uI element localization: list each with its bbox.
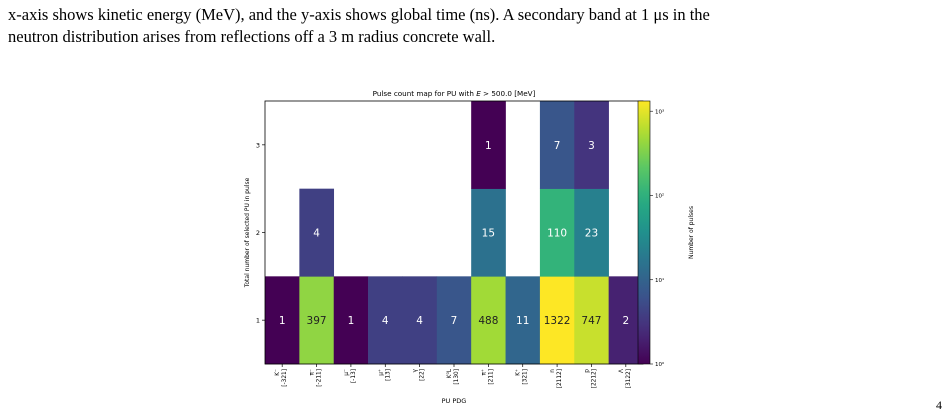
x-tick-symbol: π⁺	[480, 369, 487, 376]
cell-value-label: 4	[416, 315, 423, 327]
cell-value-label: 2	[622, 315, 629, 327]
heatmap-cell	[436, 276, 472, 365]
cell-value-label: 23	[585, 228, 598, 240]
colorbar-tick-label: 10¹	[655, 277, 664, 284]
x-tick-symbol: π⁻	[310, 369, 316, 376]
y-tick-label: 1	[256, 317, 260, 325]
heatmap-cell	[299, 276, 335, 365]
heatmap-cell	[539, 101, 575, 189]
cell-value-label: 110	[547, 228, 567, 240]
page-number: 4	[936, 398, 942, 412]
x-tick-code: [-13]	[351, 369, 357, 383]
x-tick-code: [211]	[488, 369, 494, 385]
x-tick-code: [22]	[420, 369, 426, 381]
cell-value-label: 7	[554, 140, 561, 152]
cell-value-label: 747	[581, 315, 601, 327]
x-tick-symbol: γ	[413, 368, 419, 372]
colorbar-label: Number of pulses	[688, 206, 695, 259]
pulse-count-heatmap: Pulse count map for PU with E > 500.0 [M…	[244, 89, 695, 405]
x-tick-code: [-211]	[317, 369, 323, 387]
heatmap-cell	[368, 276, 403, 365]
y-axis-label: Total number of selected PU in pulse	[244, 177, 251, 288]
y-tick-label: 3	[256, 141, 260, 149]
cell-value-label: 4	[382, 315, 389, 327]
caption-line-2: neutron distribution arises from reflect…	[8, 27, 496, 46]
x-tick-code: [2212]	[591, 369, 597, 388]
cell-value-label: 488	[478, 315, 498, 327]
heatmap-cell	[539, 276, 575, 365]
figure-caption: x-axis shows kinetic energy (MeV), and t…	[8, 4, 943, 48]
x-tick-code: [2112]	[557, 369, 563, 388]
heatmap-cell	[402, 276, 438, 365]
x-tick-symbol: μ⁻	[344, 369, 350, 376]
heatmap-cell	[265, 276, 300, 365]
cell-value-label: 15	[482, 228, 495, 240]
heatmap-cell	[539, 188, 575, 277]
heatmap-cell	[574, 276, 609, 365]
cell-value-label: 11	[516, 315, 529, 327]
x-tick-symbol: K⁻	[275, 369, 281, 376]
cell-value-label: 1	[485, 140, 492, 152]
x-axis-label: PU PDG	[442, 397, 467, 405]
heatmap-cell	[471, 188, 506, 277]
colorbar-tick-label: 10⁰	[655, 361, 665, 368]
cell-value-label: 4	[313, 228, 320, 240]
x-tick-code: [130]	[454, 369, 460, 385]
cell-value-label: 397	[307, 315, 327, 327]
x-tick-code: [13]	[385, 369, 391, 381]
heatmap-cell	[608, 276, 644, 365]
heatmap-cell	[574, 188, 609, 277]
colorbar-tick-label: 10²	[655, 193, 664, 200]
heatmap-cell	[471, 276, 506, 365]
heatmap-cell	[299, 188, 335, 277]
x-tick-code: [-321]	[282, 369, 288, 387]
colorbar	[637, 100, 651, 365]
heatmap-cell	[471, 101, 506, 189]
cell-value-label: 3	[588, 140, 595, 152]
cell-value-label: 1	[348, 315, 355, 327]
x-tick-symbol: p	[584, 369, 590, 373]
x-tick-symbol: K⁰L	[446, 368, 453, 378]
x-tick-code: [321]	[523, 369, 529, 385]
x-tick-symbol: Λ	[619, 369, 625, 373]
x-tick-code: [3122]	[626, 369, 632, 388]
chart-title: Pulse count map for PU with E > 500.0 [M…	[373, 89, 536, 98]
y-tick-label: 2	[256, 229, 260, 237]
colorbar-tick-label: 10³	[655, 108, 664, 115]
cell-value-label: 7	[451, 315, 458, 327]
x-tick-symbol: μ⁺	[377, 369, 384, 376]
heatmap-cell	[574, 101, 609, 189]
cell-value-label: 1322	[544, 315, 571, 327]
heatmap-cell	[505, 276, 541, 365]
x-tick-symbol: n	[550, 369, 556, 373]
cell-value-label: 1	[279, 315, 286, 327]
caption-line-1: x-axis shows kinetic energy (MeV), and t…	[8, 5, 710, 24]
x-tick-symbol: K⁺	[515, 369, 522, 376]
heatmap-cell	[333, 276, 369, 365]
